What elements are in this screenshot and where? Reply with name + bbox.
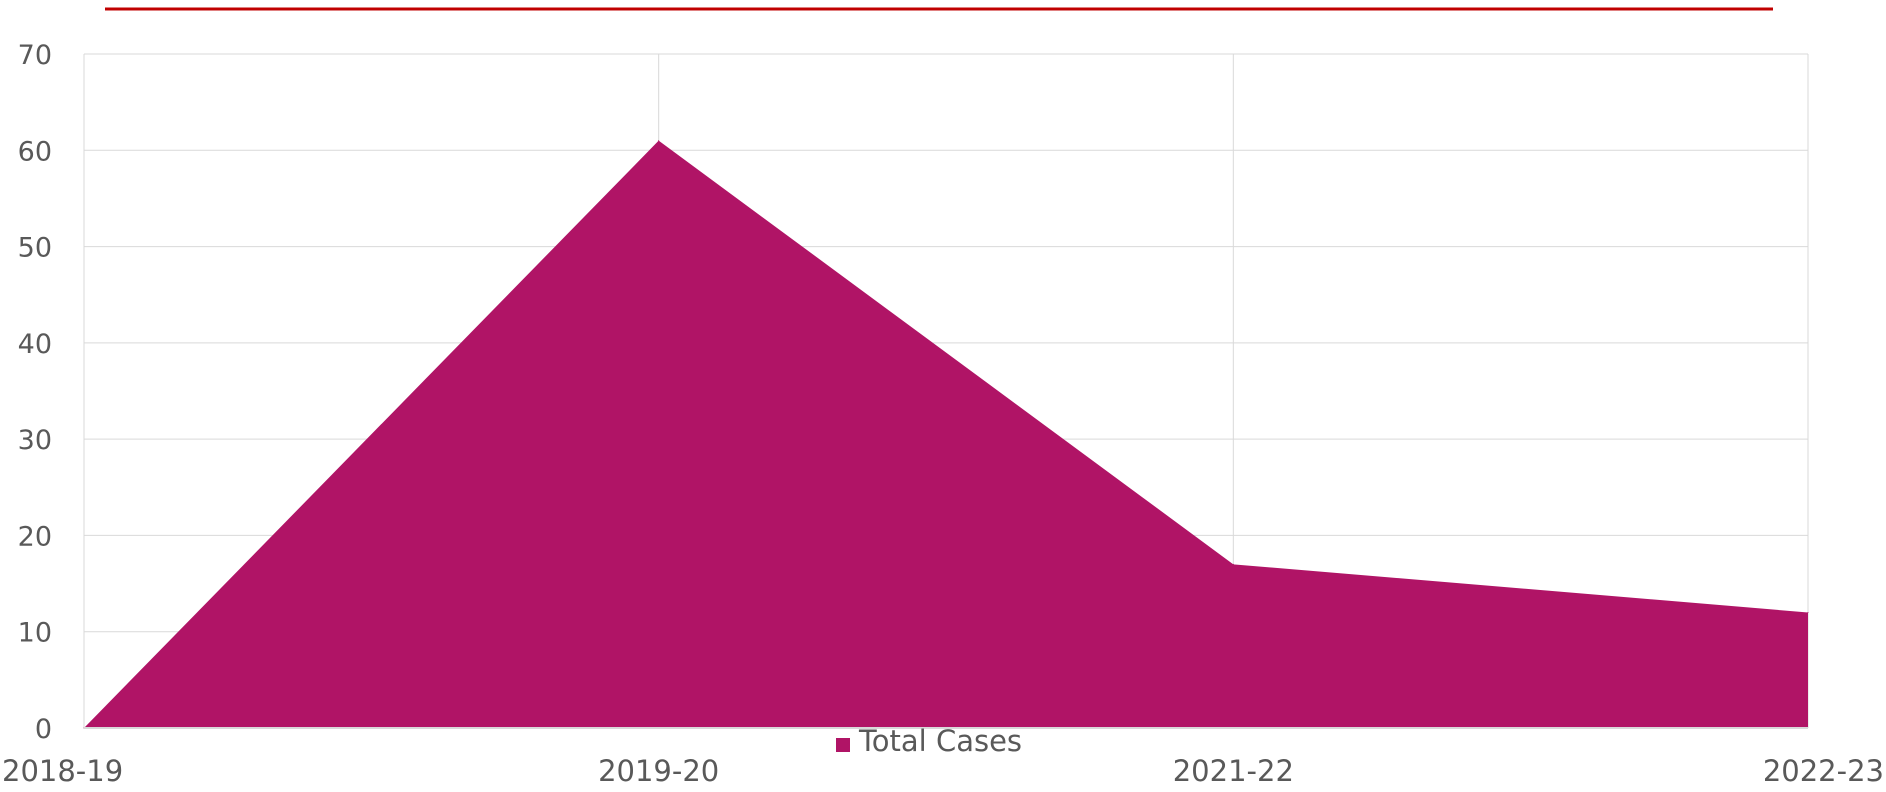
legend: Total Cases: [836, 724, 1022, 758]
x-tick-label: 2018-19: [2, 754, 123, 788]
series-layer: [83, 140, 1809, 729]
legend-swatch: [836, 738, 850, 752]
y-tick-label: 30: [18, 425, 52, 456]
y-tick-label: 20: [18, 521, 52, 552]
legend-label: Total Cases: [858, 724, 1022, 758]
y-tick-label: 60: [18, 136, 52, 167]
axis-layer: 0 10 20 30 40 50 60 70 2018-19 2019-20 2021-22 2022…: [2, 40, 1884, 788]
data-point: [658, 140, 660, 142]
y-tick-label: 10: [18, 618, 52, 649]
y-tick-label: 50: [18, 233, 52, 264]
y-tick-label: 40: [18, 329, 52, 360]
y-tick-label: 70: [18, 40, 52, 71]
x-tick-label: 2019-20: [598, 754, 719, 788]
data-point: [1232, 563, 1234, 565]
y-tick-label: 0: [35, 714, 52, 745]
data-point: [1807, 611, 1809, 613]
x-tick-label: 2021-22: [1173, 754, 1294, 788]
x-tick-label: 2022-23: [1763, 754, 1884, 788]
area-series-total-cases: [84, 140, 1808, 728]
